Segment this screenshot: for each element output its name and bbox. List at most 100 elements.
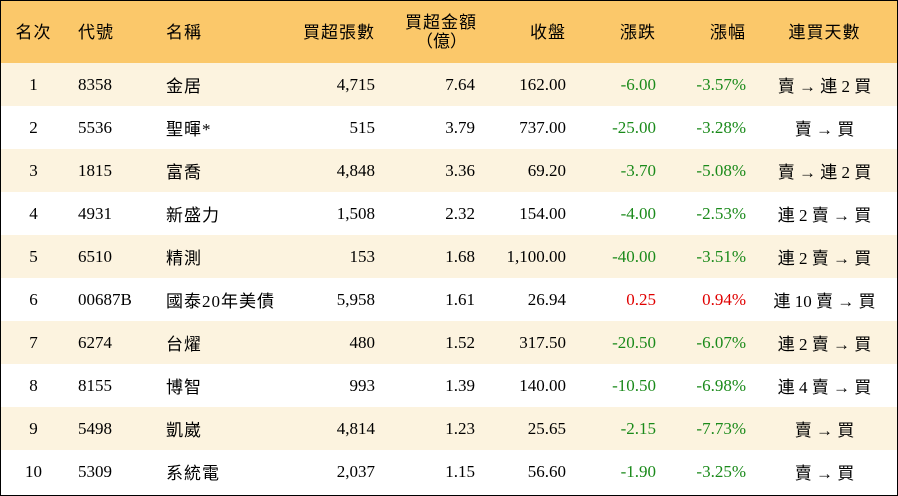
cell-code: 4931: [78, 203, 112, 223]
cell-rank: 6: [29, 289, 38, 309]
cell-close: 317.50: [519, 332, 566, 352]
cell-net-buy-amount: 3.79: [445, 117, 475, 137]
cell-net-buy-amount: 1.15: [445, 461, 475, 481]
cell-code: 6510: [78, 246, 112, 266]
cell-code: 8358: [78, 74, 112, 94]
cell-name: 聖暉*: [166, 120, 212, 139]
cell-net-buy-amount: 1.68: [445, 246, 475, 266]
cell-rank: 4: [29, 203, 38, 223]
cell-change: -1.90: [620, 461, 656, 481]
header-change: 漲跌: [620, 22, 656, 42]
cell-rank: 5: [29, 246, 38, 266]
cell-change-pct: 0.94%: [702, 289, 746, 309]
cell-net-buy-amount: 7.64: [445, 74, 475, 94]
cell-change: 0.25: [626, 289, 656, 309]
table-row: 10 5309 系統電 2,037 1.15 56.60 -1.90 -3.25% 賣 → 買: [1, 450, 897, 493]
cell-consecutive-days: 賣 → 連 2 買: [777, 163, 872, 182]
cell-code: 1815: [78, 160, 112, 180]
cell-name: 精測: [166, 249, 202, 268]
cell-change-pct: -2.53%: [696, 203, 746, 223]
cell-change: -25.00: [612, 117, 656, 137]
cell-net-buy-lots: 4,848: [336, 160, 375, 180]
cell-consecutive-days: 連 10 賣 → 買: [773, 292, 876, 311]
cell-net-buy-lots: 480: [349, 332, 376, 352]
cell-close: 69.20: [527, 160, 566, 180]
cell-name: 台燿: [166, 335, 202, 354]
cell-close: 26.94: [527, 289, 566, 309]
cell-change-pct: -3.28%: [696, 117, 746, 137]
cell-change-pct: -6.98%: [696, 375, 746, 395]
table-header: 名次 代號 名稱 買超張數 買超金額 （億） 收盤 漲跌 漲幅 連買天數: [1, 1, 897, 63]
cell-net-buy-amount: 1.39: [445, 375, 475, 395]
cell-consecutive-days: 連 2 賣 → 買: [777, 206, 872, 225]
cell-net-buy-amount: 1.23: [445, 418, 475, 438]
cell-change: -10.50: [612, 375, 656, 395]
cell-name: 國泰20年美債: [166, 292, 275, 311]
header-consecutive-days: 連買天數: [788, 22, 861, 42]
cell-name: 金居: [166, 77, 202, 96]
cell-net-buy-amount: 1.61: [445, 289, 475, 309]
table-row: 7 6274 台燿 480 1.52 317.50 -20.50 -6.07% 連 2 賣 → …: [1, 321, 897, 364]
table-row: 1 8358 金居 4,715 7.64 162.00 -6.00 -3.57% 賣 → 連 2…: [1, 63, 897, 106]
table-row: 4 4931 新盛力 1,508 2.32 154.00 -4.00 -2.53% 連 2 賣 …: [1, 192, 897, 235]
cell-net-buy-lots: 5,958: [336, 289, 375, 309]
cell-net-buy-lots: 4,814: [336, 418, 375, 438]
cell-change: -20.50: [612, 332, 656, 352]
cell-consecutive-days: 賣 → 買: [794, 120, 855, 139]
cell-close: 154.00: [519, 203, 566, 223]
cell-name: 新盛力: [166, 206, 220, 225]
table-body: 1 8358 金居 4,715 7.64 162.00 -6.00 -3.57% 賣 → 連 2…: [1, 63, 897, 493]
cell-close: 140.00: [519, 375, 566, 395]
cell-name: 博智: [166, 378, 202, 397]
cell-consecutive-days: 賣 → 買: [794, 464, 855, 483]
cell-change-pct: -7.73%: [696, 418, 746, 438]
table-row: 6 00687B 國泰20年美債 5,958 1.61 26.94 0.25 0.94% 連 1…: [1, 278, 897, 321]
cell-net-buy-lots: 1,508: [336, 203, 375, 223]
cell-net-buy-lots: 2,037: [336, 461, 375, 481]
cell-rank: 1: [29, 74, 38, 94]
cell-name: 凱崴: [166, 421, 202, 440]
header-name: 名稱: [166, 22, 202, 42]
cell-close: 737.00: [519, 117, 566, 137]
cell-code: 8155: [78, 375, 112, 395]
cell-close: 1,100.00: [506, 246, 567, 266]
cell-consecutive-days: 連 2 賣 → 買: [777, 335, 872, 354]
cell-change-pct: -5.08%: [696, 160, 746, 180]
cell-rank: 10: [25, 461, 42, 481]
cell-net-buy-amount: 3.36: [445, 160, 475, 180]
cell-net-buy-amount: 1.52: [445, 332, 475, 352]
header-net-buy-amount-unit: （億）: [416, 32, 467, 51]
table-row: 5 6510 精測 153 1.68 1,100.00 -40.00 -3.51% 連 2 賣 …: [1, 235, 897, 278]
header-rank: 名次: [15, 22, 52, 42]
cell-consecutive-days: 連 2 賣 → 買: [777, 249, 872, 268]
cell-change-pct: -3.51%: [696, 246, 746, 266]
cell-net-buy-lots: 4,715: [336, 74, 375, 94]
cell-rank: 7: [29, 332, 38, 352]
cell-rank: 2: [29, 117, 38, 137]
cell-consecutive-days: 賣 → 連 2 買: [777, 77, 872, 96]
cell-change: -2.15: [620, 418, 656, 438]
header-code: 代號: [78, 22, 114, 42]
cell-code: 6274: [78, 332, 112, 352]
cell-code: 5309: [78, 461, 112, 481]
table-row: 3 1815 富喬 4,848 3.36 69.20 -3.70 -5.08% 賣 → 連 2 …: [1, 149, 897, 192]
cell-change: -40.00: [612, 246, 656, 266]
header-net-buy-lots: 買超張數: [303, 22, 375, 42]
table-row: 8 8155 博智 993 1.39 140.00 -10.50 -6.98% 連 4 賣 → …: [1, 364, 897, 407]
header-change-pct: 漲幅: [710, 22, 746, 42]
cell-change-pct: -6.07%: [696, 332, 746, 352]
header-net-buy-amount-label: 買超金額: [405, 13, 477, 32]
cell-rank: 8: [29, 375, 38, 395]
cell-consecutive-days: 連 4 賣 → 買: [777, 378, 872, 397]
cell-name: 富喬: [166, 163, 202, 182]
cell-close: 56.60: [527, 461, 566, 481]
cell-close: 25.65: [527, 418, 566, 438]
cell-close: 162.00: [519, 74, 566, 94]
header-close: 收盤: [530, 22, 566, 42]
cell-code: 5498: [78, 418, 112, 438]
cell-change: -6.00: [620, 74, 656, 94]
table-row: 9 5498 凱崴 4,814 1.23 25.65 -2.15 -7.73% 賣 → 買: [1, 407, 897, 450]
cell-change-pct: -3.57%: [696, 74, 746, 94]
